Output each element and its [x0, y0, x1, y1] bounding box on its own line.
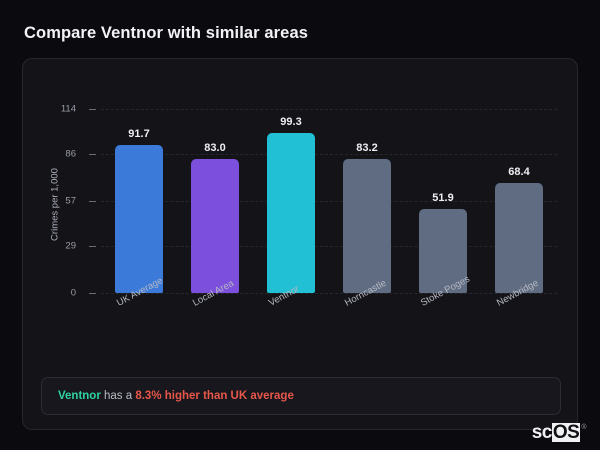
bar-value-label: 68.4 [508, 165, 530, 178]
bar-value-label: 51.9 [432, 192, 454, 205]
bar-value-label: 83.2 [356, 141, 378, 154]
y-axis-title: Crimes per 1,000 [49, 168, 61, 241]
bar-series: 91.7 UK Average 83.0 Local Area 99.3 Ventnor 8… [101, 109, 557, 309]
callout-text: Ventnor has a 8.3% higher than UK averag… [58, 390, 294, 402]
y-axis-tick-label: 114 [60, 103, 76, 115]
bar-group[interactable]: 68.4 Newbridge [495, 109, 543, 309]
page-title: Compare Ventnor with similar areas [24, 24, 308, 42]
chart-card: Crimes per 1,000 0 29 57 86 114 91.7 UK Avera… [22, 58, 578, 430]
bar-group[interactable]: 99.3 Ventnor [267, 109, 315, 309]
y-axis-tick-mark [89, 201, 96, 202]
y-axis-tick-mark [89, 109, 96, 110]
registered-mark-icon: ® [581, 424, 586, 431]
bar[interactable] [495, 182, 543, 293]
bar[interactable] [115, 145, 163, 293]
logo-text-os: OS [551, 422, 581, 443]
y-axis-tick-mark [89, 246, 96, 248]
y-axis-tick-mark [89, 154, 96, 156]
callout-middle-text: has a [100, 390, 136, 402]
bar[interactable] [267, 132, 315, 293]
bar-value-label: 91.7 [128, 128, 150, 140]
y-axis-tick-label: 57 [65, 195, 76, 207]
bar[interactable] [419, 209, 467, 293]
callout-difference-text: 8.3% higher than UK average [135, 390, 294, 402]
y-axis-tick-label: 0 [70, 287, 76, 299]
gridline [101, 201, 557, 202]
gridline [101, 293, 557, 294]
bar-chart: Crimes per 1,000 0 29 57 86 114 91.7 UK Avera… [23, 59, 579, 431]
bar-group[interactable]: 83.2 Horncastle [343, 109, 391, 309]
bar-value-label: 99.3 [280, 115, 302, 128]
logo-text-sc: sc [531, 422, 553, 443]
callout-area-name: Ventnor [58, 390, 101, 402]
scos-logo: sc OS ® [532, 423, 586, 442]
comparison-callout: Ventnor has a 8.3% higher than UK averag… [41, 377, 561, 415]
gridline [101, 246, 557, 248]
bar[interactable] [343, 158, 391, 293]
bar-group[interactable]: 51.9 Stoke Poges [419, 109, 472, 309]
y-axis-tick-label: 86 [65, 148, 76, 160]
bar[interactable] [191, 159, 239, 293]
gridline [101, 154, 557, 156]
y-axis-tick-mark [89, 293, 96, 294]
bar-group[interactable]: 91.7 UK Average [115, 109, 165, 309]
gridline [101, 109, 557, 110]
y-axis-tick-label: 29 [65, 240, 76, 252]
y-axis-gridlines: 0 29 57 86 114 [61, 104, 557, 299]
bar-value-label: 83.0 [204, 142, 226, 155]
bar-group[interactable]: 83.0 Local Area [191, 109, 239, 309]
